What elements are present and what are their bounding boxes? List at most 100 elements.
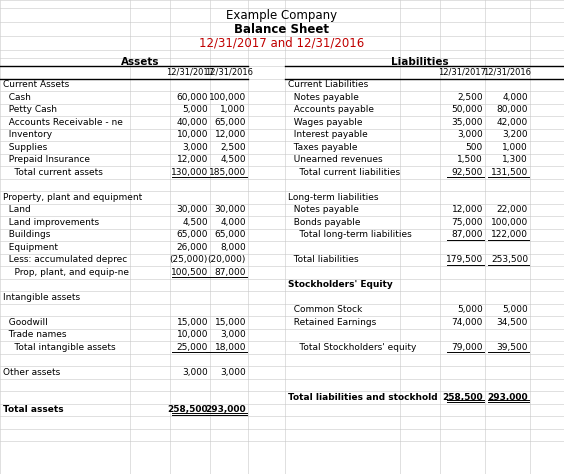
Text: Notes payable: Notes payable: [288, 205, 359, 214]
Text: 60,000: 60,000: [177, 93, 208, 102]
Text: 4,000: 4,000: [221, 218, 246, 227]
Text: Common Stock: Common Stock: [288, 305, 362, 314]
Text: Liabilities: Liabilities: [391, 57, 449, 67]
Text: 185,000: 185,000: [209, 168, 246, 177]
Text: 131,500: 131,500: [491, 168, 528, 177]
Text: 122,000: 122,000: [491, 230, 528, 239]
Text: 5,000: 5,000: [182, 105, 208, 114]
Text: 74,000: 74,000: [452, 318, 483, 327]
Text: 2,500: 2,500: [457, 93, 483, 102]
Text: 293,000: 293,000: [205, 405, 246, 414]
Text: 12/31/2017: 12/31/2017: [166, 68, 214, 77]
Text: 4,500: 4,500: [221, 155, 246, 164]
Text: 65,000: 65,000: [214, 118, 246, 127]
Text: 12,000: 12,000: [177, 155, 208, 164]
Text: 87,000: 87,000: [452, 230, 483, 239]
Text: (25,000): (25,000): [170, 255, 208, 264]
Text: 79,000: 79,000: [452, 343, 483, 352]
Text: 2,500: 2,500: [221, 143, 246, 152]
Text: Buildings: Buildings: [3, 230, 50, 239]
Text: 12,000: 12,000: [452, 205, 483, 214]
Text: 12/31/2017: 12/31/2017: [438, 68, 487, 77]
Text: 12,000: 12,000: [215, 130, 246, 139]
Text: 1,500: 1,500: [457, 155, 483, 164]
Text: 10,000: 10,000: [177, 330, 208, 339]
Text: 18,000: 18,000: [214, 343, 246, 352]
Text: 100,000: 100,000: [209, 93, 246, 102]
Text: Stockholders' Equity: Stockholders' Equity: [288, 280, 393, 289]
Text: Total long-term liabilities: Total long-term liabilities: [288, 230, 412, 239]
Text: 258,500: 258,500: [442, 393, 483, 402]
Text: 5,000: 5,000: [503, 305, 528, 314]
Text: 3,000: 3,000: [182, 368, 208, 377]
Text: Total assets: Total assets: [3, 405, 64, 414]
Text: 35,000: 35,000: [452, 118, 483, 127]
Text: Land improvements: Land improvements: [3, 218, 99, 227]
Text: Taxes payable: Taxes payable: [288, 143, 358, 152]
Text: Example Company: Example Company: [226, 9, 338, 21]
Text: 1,300: 1,300: [503, 155, 528, 164]
Text: 8,000: 8,000: [221, 243, 246, 252]
Text: Supplies: Supplies: [3, 143, 47, 152]
Text: 3,000: 3,000: [221, 368, 246, 377]
Text: Intangible assets: Intangible assets: [3, 293, 80, 302]
Text: Inventory: Inventory: [3, 130, 52, 139]
Text: Property, plant and equipment: Property, plant and equipment: [3, 193, 142, 202]
Text: 4,000: 4,000: [503, 93, 528, 102]
Text: Total current assets: Total current assets: [3, 168, 103, 177]
Text: 12/31/2017 and 12/31/2016: 12/31/2017 and 12/31/2016: [200, 36, 364, 49]
Text: 130,000: 130,000: [171, 168, 208, 177]
Text: 500: 500: [466, 143, 483, 152]
Text: Accounts payable: Accounts payable: [288, 105, 374, 114]
Text: 15,000: 15,000: [177, 318, 208, 327]
Text: 293,000: 293,000: [487, 393, 528, 402]
Text: 1,000: 1,000: [503, 143, 528, 152]
Text: Interest payable: Interest payable: [288, 130, 368, 139]
Text: 75,000: 75,000: [452, 218, 483, 227]
Text: 3,000: 3,000: [457, 130, 483, 139]
Text: Total Stockholders' equity: Total Stockholders' equity: [288, 343, 416, 352]
Text: 258,500: 258,500: [168, 405, 208, 414]
Text: (20,000): (20,000): [208, 255, 246, 264]
Text: Prepaid Insurance: Prepaid Insurance: [3, 155, 90, 164]
Text: Total intangible assets: Total intangible assets: [3, 343, 116, 352]
Text: 26,000: 26,000: [177, 243, 208, 252]
Text: Current Liabilities: Current Liabilities: [288, 80, 368, 89]
Text: Long-term liabilities: Long-term liabilities: [288, 193, 378, 202]
Text: Total current liabilities: Total current liabilities: [288, 168, 400, 177]
Text: Bonds payable: Bonds payable: [288, 218, 360, 227]
Text: Notes payable: Notes payable: [288, 93, 359, 102]
Text: 1,000: 1,000: [221, 105, 246, 114]
Text: Prop, plant, and equip-ne: Prop, plant, and equip-ne: [3, 268, 129, 277]
Text: 80,000: 80,000: [496, 105, 528, 114]
Text: 253,500: 253,500: [491, 255, 528, 264]
Text: Balance Sheet: Balance Sheet: [235, 22, 329, 36]
Text: 65,000: 65,000: [214, 230, 246, 239]
Text: 25,000: 25,000: [177, 343, 208, 352]
Text: Accounts Receivable - ne: Accounts Receivable - ne: [3, 118, 123, 127]
Text: 3,000: 3,000: [221, 330, 246, 339]
Text: 30,000: 30,000: [177, 205, 208, 214]
Text: 50,000: 50,000: [452, 105, 483, 114]
Text: Current Assets: Current Assets: [3, 80, 69, 89]
Text: Petty Cash: Petty Cash: [3, 105, 57, 114]
Text: 22,000: 22,000: [497, 205, 528, 214]
Text: Total liabilities: Total liabilities: [288, 255, 359, 264]
Text: 34,500: 34,500: [497, 318, 528, 327]
Text: Other assets: Other assets: [3, 368, 60, 377]
Text: 10,000: 10,000: [177, 130, 208, 139]
Text: Unearned revenues: Unearned revenues: [288, 155, 382, 164]
Text: Total liabilities and stockhold: Total liabilities and stockhold: [288, 393, 438, 402]
Text: 4,500: 4,500: [182, 218, 208, 227]
Text: Assets: Assets: [121, 57, 159, 67]
Text: Land: Land: [3, 205, 31, 214]
Text: Retained Earnings: Retained Earnings: [288, 318, 376, 327]
Text: 15,000: 15,000: [214, 318, 246, 327]
Text: 5,000: 5,000: [457, 305, 483, 314]
Text: 87,000: 87,000: [214, 268, 246, 277]
Text: Less: accumulated deprec: Less: accumulated deprec: [3, 255, 127, 264]
Text: 12/31/2016: 12/31/2016: [483, 68, 531, 77]
Text: 40,000: 40,000: [177, 118, 208, 127]
Text: 39,500: 39,500: [496, 343, 528, 352]
Text: 3,000: 3,000: [182, 143, 208, 152]
